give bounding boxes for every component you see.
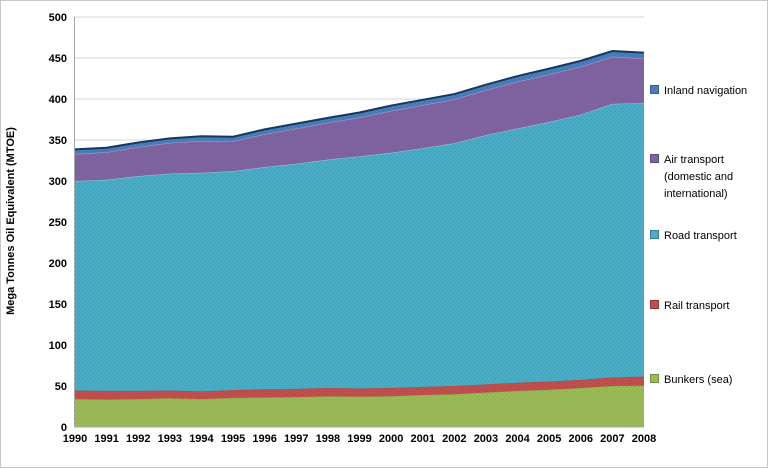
svg-text:2008: 2008 <box>632 433 656 445</box>
svg-text:50: 50 <box>55 381 67 393</box>
y-tick-labels: 0 50 100 150 200 250 300 350 400 450 500 <box>49 12 67 434</box>
legend-label: Air transport (domestic and internationa… <box>664 154 734 200</box>
stacked-areas <box>74 50 645 427</box>
y-axis-title: Mega Tonnes Oil Equivalent (MTOE) <box>5 127 17 315</box>
legend-item-bunkers-sea: Bunkers (sea) <box>650 372 732 389</box>
legend-swatch <box>650 230 659 239</box>
x-tick-labels: 1990 1991 1992 1993 1994 1995 1996 1997 1998 1999… <box>63 433 656 445</box>
svg-text:300: 300 <box>49 176 67 188</box>
legend-label: Rail transport <box>664 300 730 312</box>
svg-text:350: 350 <box>49 135 67 147</box>
svg-text:1995: 1995 <box>221 433 245 445</box>
svg-text:1996: 1996 <box>252 433 276 445</box>
legend-item-air-transport-domestic-and-international: Air transport (domestic and internationa… <box>650 152 733 203</box>
svg-text:2007: 2007 <box>600 433 624 445</box>
svg-text:500: 500 <box>49 12 67 24</box>
svg-text:400: 400 <box>49 94 67 106</box>
svg-text:1992: 1992 <box>126 433 150 445</box>
legend-swatch <box>650 85 659 94</box>
svg-text:1993: 1993 <box>158 433 182 445</box>
area-rail-transport <box>75 376 644 400</box>
svg-text:150: 150 <box>49 299 67 311</box>
legend-label: Bunkers (sea) <box>664 374 733 386</box>
legend-item-inland-navigation: Inland navigation <box>650 83 747 100</box>
legend-swatch <box>650 374 659 383</box>
svg-text:2002: 2002 <box>442 433 466 445</box>
svg-text:1997: 1997 <box>284 433 308 445</box>
svg-text:100: 100 <box>49 340 67 352</box>
legend-label: Inland navigation <box>664 85 748 97</box>
axis-lines <box>74 17 644 428</box>
svg-text:1991: 1991 <box>94 433 118 445</box>
area-air-transport-domestic-and-international <box>75 56 644 181</box>
legend-swatch <box>650 300 659 309</box>
svg-text:2006: 2006 <box>569 433 593 445</box>
svg-text:1990: 1990 <box>63 433 87 445</box>
svg-text:2005: 2005 <box>537 433 561 445</box>
area-bunkers-sea <box>75 385 644 427</box>
legend-swatch <box>650 154 659 163</box>
svg-text:200: 200 <box>49 258 67 270</box>
legend-label: Road transport <box>664 230 737 242</box>
svg-text:2004: 2004 <box>505 433 530 445</box>
svg-text:0: 0 <box>61 422 67 434</box>
svg-text:250: 250 <box>49 217 67 229</box>
legend-item-rail-transport: Rail transport <box>650 298 729 315</box>
svg-text:1999: 1999 <box>347 433 371 445</box>
svg-text:1994: 1994 <box>189 433 214 445</box>
svg-text:2000: 2000 <box>379 433 403 445</box>
svg-text:2003: 2003 <box>474 433 498 445</box>
legend-item-road-transport: Road transport <box>650 228 737 245</box>
svg-text:1998: 1998 <box>316 433 340 445</box>
svg-text:2001: 2001 <box>410 433 434 445</box>
svg-text:450: 450 <box>49 53 67 65</box>
area-road-transport <box>75 103 644 392</box>
